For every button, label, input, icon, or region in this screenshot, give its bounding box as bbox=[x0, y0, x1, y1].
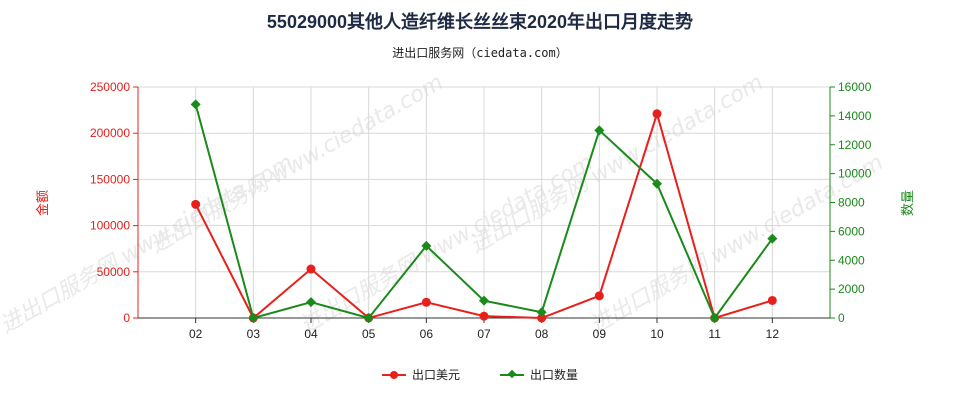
x-tick-label: 04 bbox=[304, 327, 318, 341]
x-tick-label: 02 bbox=[189, 327, 203, 341]
chart-title: 55029000其他人造纤维长丝丝束2020年出口月度走势 bbox=[266, 12, 694, 32]
legend-line-usd-icon bbox=[381, 370, 406, 379]
data-point-qty bbox=[306, 297, 316, 308]
y-right-tick-label: 14000 bbox=[838, 109, 872, 123]
x-tick-label: 07 bbox=[477, 327, 491, 341]
data-point-usd bbox=[479, 311, 489, 321]
y-axis-left-label: 金额 bbox=[35, 190, 51, 216]
legend: 出口美元 出口数量 bbox=[0, 366, 960, 383]
data-point-qty bbox=[248, 313, 259, 323]
y-left-tick-label: 200000 bbox=[90, 126, 130, 140]
data-point-usd bbox=[421, 297, 431, 307]
x-tick-label: 11 bbox=[708, 327, 721, 341]
data-point-qty bbox=[594, 125, 605, 136]
y-left-tick-label: 0 bbox=[123, 311, 130, 325]
x-tick-label: 10 bbox=[650, 327, 664, 341]
data-point-qty bbox=[421, 240, 432, 251]
data-point-usd bbox=[767, 295, 777, 305]
data-point-qty bbox=[536, 307, 547, 318]
y-right-tick-label: 12000 bbox=[838, 138, 872, 152]
x-tick-label: 05 bbox=[362, 327, 376, 341]
data-point-usd bbox=[594, 291, 604, 301]
y-right-tick-label: 8000 bbox=[838, 196, 865, 210]
y-right-tick-label: 2000 bbox=[838, 282, 865, 296]
data-point-usd bbox=[191, 199, 201, 209]
data-point-qty bbox=[767, 233, 778, 244]
y-right-tick-label: 10000 bbox=[838, 167, 872, 181]
y-axis-right-label: 数量 bbox=[901, 190, 916, 216]
x-tick-label: 12 bbox=[766, 327, 780, 341]
data-point-qty bbox=[190, 99, 201, 110]
legend-label-usd: 出口美元 bbox=[411, 368, 460, 382]
y-left-tick-label: 50000 bbox=[97, 265, 131, 279]
legend-item-qty[interactable]: 出口数量 bbox=[500, 366, 578, 383]
x-tick-label: 06 bbox=[420, 327, 434, 341]
data-point-qty bbox=[652, 178, 662, 189]
data-point-qty bbox=[363, 313, 374, 323]
x-tick-label: 08 bbox=[535, 327, 549, 341]
data-point-qty bbox=[709, 313, 720, 323]
x-tick-label: 03 bbox=[247, 327, 261, 341]
x-tick-label: 09 bbox=[593, 327, 607, 341]
data-point-usd bbox=[306, 264, 316, 274]
y-left-tick-label: 100000 bbox=[90, 219, 130, 233]
watermark-text: 进出口服务网 www.ciedata.com bbox=[146, 70, 448, 259]
legend-label-qty: 出口数量 bbox=[530, 368, 579, 382]
watermark-text: 进出口服务网 www.ciedata.com bbox=[466, 70, 768, 259]
legend-line-qty-icon bbox=[500, 369, 524, 378]
series bbox=[190, 99, 778, 323]
data-point-qty bbox=[479, 295, 489, 306]
y-right-tick-label: 6000 bbox=[838, 224, 865, 238]
y-right-tick-label: 0 bbox=[838, 311, 845, 325]
y-left-tick-label: 250000 bbox=[90, 80, 130, 94]
y-right-tick-label: 4000 bbox=[838, 253, 865, 267]
data-point-usd bbox=[652, 109, 662, 119]
y-right-tick-label: 16000 bbox=[838, 80, 872, 94]
y-left-tick-label: 150000 bbox=[90, 172, 130, 186]
data-point-usd bbox=[537, 313, 547, 323]
legend-item-usd[interactable]: 出口美元 bbox=[381, 366, 460, 383]
chart-subtitle: 进出口服务网（ciedata.com） bbox=[392, 46, 568, 60]
